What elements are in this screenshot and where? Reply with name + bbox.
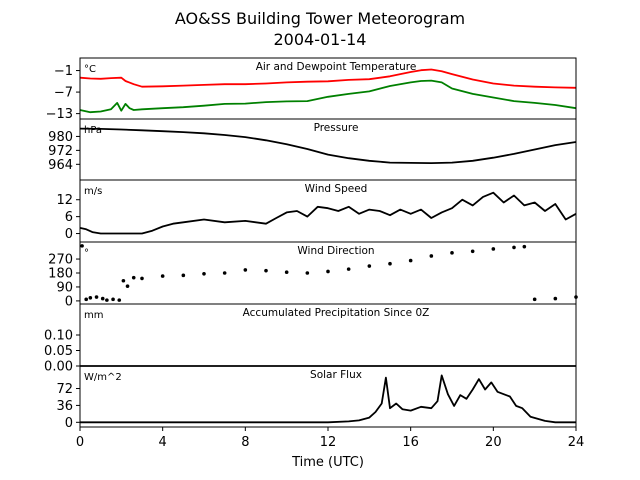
data-point-wind_direction	[84, 297, 88, 302]
data-point-wind_direction	[131, 275, 136, 280]
data-point-wind_direction	[140, 276, 144, 281]
data-point-wind_direction	[326, 269, 330, 274]
data-point-wind_direction	[181, 273, 186, 278]
figure-title: AO&SS Building Tower Meteorogram	[175, 9, 465, 28]
x-tick-label: 12	[320, 435, 337, 450]
data-point-wind_direction	[408, 258, 413, 263]
panel-unit-pressure: hPa	[84, 125, 102, 136]
data-point-wind_direction	[553, 296, 558, 301]
y-tick-label-temperature: −13	[46, 107, 73, 122]
data-point-wind_direction	[88, 296, 93, 300]
y-tick-label-pressure: 980	[48, 130, 73, 145]
x-tick-label: 4	[159, 435, 167, 450]
series-line-temperature-0	[79, 68, 577, 89]
series-line-pressure-0	[79, 127, 577, 165]
y-tick-label-wind_direction: 180	[48, 267, 73, 282]
data-point-wind_direction	[80, 244, 84, 248]
panel-temperature: −13 −7 −1 °C Air and Dewpoint Temperature	[46, 57, 577, 122]
panel-title-wind_speed: Wind Speed	[305, 183, 368, 195]
data-point-wind_direction	[512, 245, 516, 250]
y-tick-label-wind_speed: 0	[65, 227, 73, 242]
x-tick-label: 24	[568, 435, 585, 450]
y-tick-label-temperature: −7	[54, 86, 73, 101]
panel-unit-temperature: °C	[84, 64, 96, 75]
y-tick-label-wind_speed: 6	[65, 210, 73, 225]
data-point-wind_direction	[243, 268, 248, 272]
data-point-wind_direction	[305, 271, 310, 275]
panel-title-wind_direction: Wind Direction	[297, 245, 374, 257]
series-line-wind_speed-0	[79, 191, 577, 235]
data-point-wind_direction	[522, 244, 527, 249]
panel-title-temperature: Air and Dewpoint Temperature	[256, 61, 417, 73]
data-point-wind_direction	[100, 296, 105, 301]
data-point-wind_direction	[105, 298, 109, 302]
x-axis-label: Time (UTC)	[291, 455, 364, 470]
data-point-wind_direction	[388, 261, 392, 266]
data-point-wind_direction	[491, 247, 496, 251]
x-tick-label: 20	[485, 435, 502, 450]
chart-panels: −13 −7 −1 °C Air and Dewpoint Temperature 964…	[44, 57, 578, 431]
data-point-wind_direction	[125, 284, 130, 288]
y-tick-label-pressure: 964	[48, 158, 73, 173]
y-tick-label-wind_direction: 270	[48, 253, 73, 268]
data-point-wind_direction	[429, 254, 434, 258]
y-tick-label-precipitation: 0.10	[44, 329, 73, 344]
series-line-solar_flux-0	[80, 374, 576, 424]
data-point-wind_direction	[222, 271, 227, 275]
panel-title-solar_flux: Solar Flux	[310, 369, 362, 381]
data-point-wind_direction	[117, 298, 122, 302]
y-tick-label-solar_flux: 72	[56, 382, 73, 397]
panel-unit-precipitation: mm	[84, 310, 103, 321]
data-point-wind_direction	[202, 271, 206, 276]
y-tick-label-precipitation: 0.00	[44, 360, 73, 375]
panel-unit-wind_direction: °	[84, 248, 89, 259]
y-tick-label-solar_flux: 0	[65, 416, 73, 431]
panel-wind_speed: 0 6 12 m/s Wind Speed	[56, 179, 577, 243]
y-tick-label-wind_direction: 0	[65, 294, 73, 309]
data-point-wind_direction	[160, 274, 165, 278]
panel-unit-solar_flux: W/m^2	[84, 372, 122, 383]
y-tick-label-precipitation: 0.05	[44, 344, 73, 359]
data-point-wind_direction	[346, 267, 351, 271]
panel-title-precipitation: Accumulated Precipitation Since 0Z	[243, 307, 430, 319]
y-tick-label-wind_speed: 12	[56, 193, 73, 208]
figure-subtitle-date: 2004-01-14	[274, 30, 367, 49]
y-tick-label-temperature: −1	[54, 64, 73, 79]
data-point-wind_direction	[532, 297, 537, 302]
panel-precipitation: 0.000.050.10 mm Accumulated Precipitation …	[44, 303, 577, 375]
panel-solar_flux: 0 36 72 W/m^2 Solar Flux	[56, 365, 577, 431]
panel-title-pressure: Pressure	[314, 122, 359, 134]
panel-unit-wind_speed: m/s	[84, 186, 102, 197]
data-point-wind_direction	[264, 268, 268, 273]
y-tick-label-pressure: 972	[48, 144, 73, 159]
y-tick-label-wind_direction: 90	[56, 280, 73, 295]
x-tick-label: 8	[241, 435, 249, 450]
series-line-temperature-1	[79, 79, 577, 114]
data-point-wind_direction	[111, 297, 115, 302]
data-point-wind_direction	[121, 278, 126, 283]
data-point-wind_direction	[470, 249, 475, 254]
data-point-wind_direction	[94, 295, 99, 299]
x-tick-label: 16	[402, 435, 419, 450]
data-point-wind_direction	[450, 251, 454, 255]
x-axis: 0 4 8 12 16 20 24	[76, 427, 584, 450]
x-tick-label: 0	[76, 435, 84, 450]
data-point-wind_direction	[284, 270, 289, 275]
data-point-wind_direction	[367, 264, 372, 268]
y-tick-label-solar_flux: 36	[56, 399, 73, 414]
